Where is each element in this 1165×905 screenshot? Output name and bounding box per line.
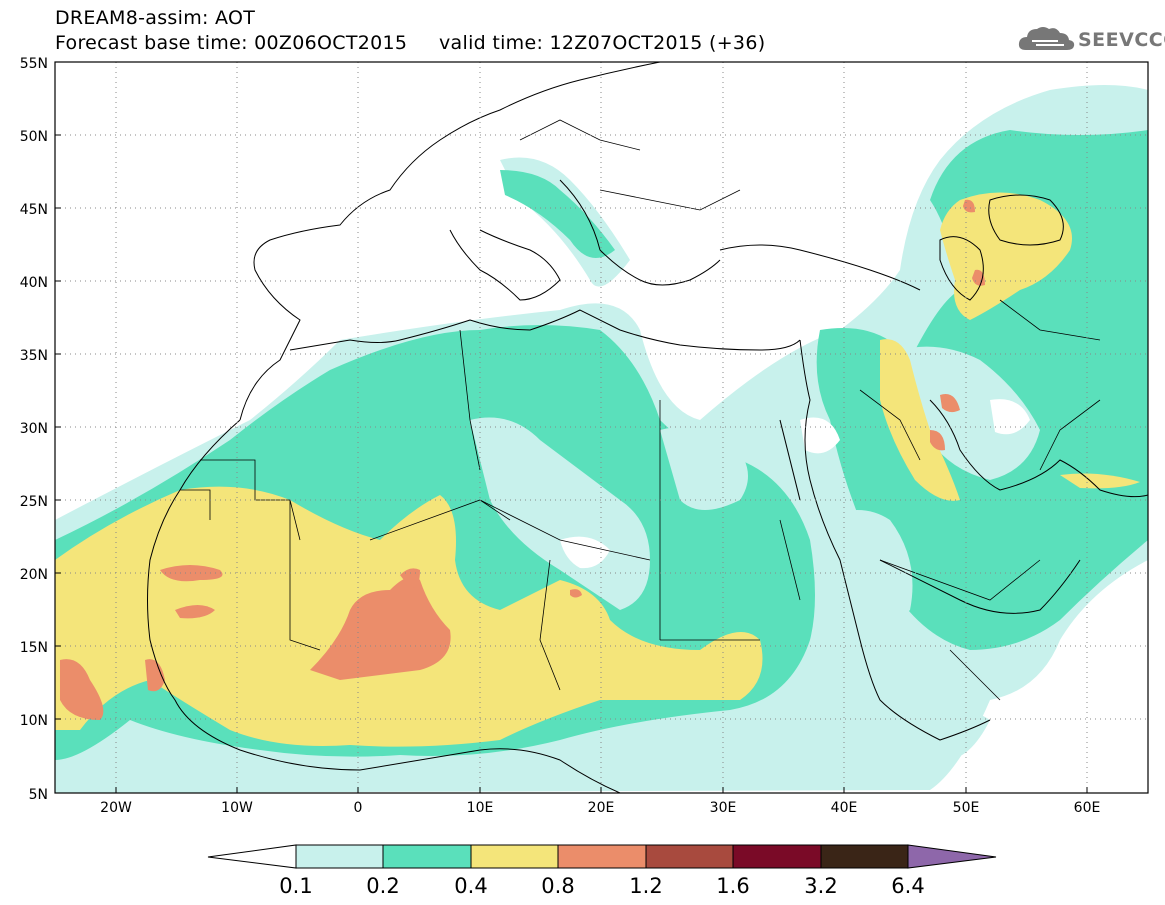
- colorbar-labels: 0.1 0.2 0.4 0.8 1.2 1.6 3.2 6.4: [279, 874, 924, 898]
- colorbar-swatch: [732, 844, 822, 869]
- map-title: DREAM8-assim: AOT: [55, 7, 256, 29]
- lat-label: 50N: [20, 129, 48, 145]
- colorbar-label: 1.6: [716, 874, 749, 898]
- colorbar-label: 0.8: [541, 874, 574, 898]
- lat-label: 35N: [20, 348, 48, 364]
- lon-label: 20E: [588, 800, 615, 816]
- colorbar-swatch: [645, 844, 734, 869]
- lat-label: 40N: [20, 275, 48, 291]
- colorbar-label: 0.4: [454, 874, 487, 898]
- graticule: [55, 62, 1148, 793]
- lon-labels: 20W 10W 0 10E 20E 30E 40E 50E 60E: [100, 800, 1100, 816]
- colorbar-swatch: [820, 844, 909, 869]
- colorbar-swatch: [557, 844, 647, 869]
- colorbar-swatch: [295, 844, 384, 869]
- colorbar-label: 6.4: [891, 874, 924, 898]
- aot-band-clear: [560, 399, 1030, 569]
- lon-label: 10E: [467, 800, 494, 816]
- lat-label: 25N: [20, 494, 48, 510]
- cloud-icon: [1018, 27, 1075, 50]
- logo-text: SEEVCCC: [1078, 29, 1165, 51]
- colorbar-label: 0.2: [366, 874, 399, 898]
- colorbar-swatch: [382, 844, 472, 869]
- coastlines: [147, 62, 1148, 793]
- lat-label: 10N: [20, 713, 48, 729]
- base-time: Forecast base time: 00Z06OCT2015: [55, 32, 408, 54]
- lon-label: 20W: [100, 800, 132, 816]
- colorbar-label: 1.2: [629, 874, 662, 898]
- lat-label: 55N: [20, 56, 48, 72]
- valid-time: valid time: 12Z07OCT2015 (+36): [439, 32, 766, 54]
- aot-field: [55, 85, 1148, 793]
- ticks: [55, 134, 1088, 793]
- lon-label: 0: [354, 800, 363, 816]
- colorbar-label: 3.2: [804, 874, 837, 898]
- colorbar-high-arrow: [907, 844, 997, 869]
- lat-label: 5N: [29, 787, 48, 803]
- colorbar: [207, 844, 997, 869]
- forecast-times: Forecast base time: 00Z06OCT2015 valid t…: [55, 32, 765, 54]
- lat-label: 45N: [20, 202, 48, 218]
- lon-label: 60E: [1074, 800, 1101, 816]
- lon-label: 50E: [953, 800, 980, 816]
- lat-label: 30N: [20, 421, 48, 437]
- lon-label: 40E: [831, 800, 858, 816]
- colorbar-label: 0.1: [279, 874, 312, 898]
- lon-label: 10W: [221, 800, 253, 816]
- lon-label: 30E: [710, 800, 737, 816]
- lat-label: 20N: [20, 567, 48, 583]
- lat-label: 15N: [20, 640, 48, 656]
- lat-labels: 55N 50N 45N 40N 35N 30N 25N 20N 15N 10N …: [20, 56, 48, 803]
- colorbar-swatch: [470, 844, 559, 869]
- colorbar-low-arrow: [207, 844, 297, 869]
